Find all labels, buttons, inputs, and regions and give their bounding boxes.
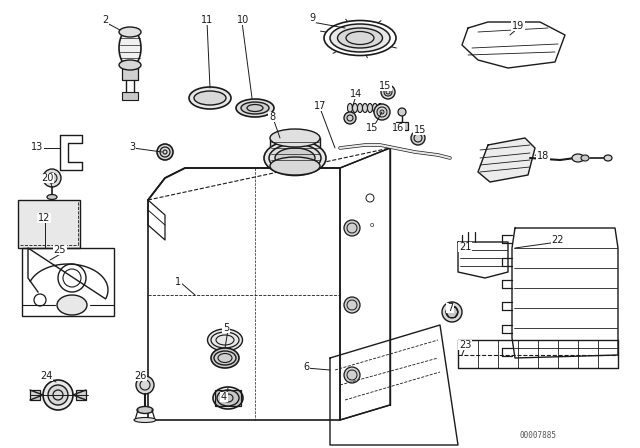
- Ellipse shape: [134, 418, 156, 422]
- Text: o: o: [370, 222, 374, 228]
- Ellipse shape: [194, 91, 226, 105]
- Ellipse shape: [362, 103, 367, 112]
- Ellipse shape: [572, 154, 584, 162]
- Ellipse shape: [378, 103, 383, 112]
- Ellipse shape: [367, 103, 372, 112]
- Text: 8: 8: [269, 112, 275, 122]
- Text: 15: 15: [366, 123, 378, 133]
- Text: 1: 1: [175, 277, 181, 287]
- Ellipse shape: [47, 194, 57, 199]
- Text: 25: 25: [54, 245, 67, 255]
- Ellipse shape: [337, 28, 383, 48]
- Bar: [396, 122, 408, 130]
- Circle shape: [442, 302, 462, 322]
- Bar: [270, 138, 320, 166]
- Ellipse shape: [353, 103, 358, 112]
- Text: 7: 7: [447, 303, 453, 313]
- Text: 19: 19: [512, 21, 524, 31]
- Circle shape: [374, 104, 390, 120]
- Bar: [122, 68, 138, 80]
- Ellipse shape: [189, 87, 231, 109]
- Ellipse shape: [372, 103, 378, 112]
- Bar: [76, 390, 86, 400]
- Circle shape: [43, 169, 61, 187]
- Ellipse shape: [137, 406, 153, 414]
- Ellipse shape: [236, 99, 274, 117]
- Bar: [30, 390, 40, 400]
- Ellipse shape: [211, 348, 239, 368]
- Text: 26: 26: [134, 371, 146, 381]
- Ellipse shape: [581, 155, 589, 161]
- Text: 4: 4: [221, 392, 227, 402]
- Circle shape: [344, 367, 360, 383]
- Text: 13: 13: [31, 142, 43, 152]
- Text: 14: 14: [350, 89, 362, 99]
- Circle shape: [381, 85, 395, 99]
- Text: 15: 15: [379, 81, 391, 91]
- Ellipse shape: [264, 141, 326, 176]
- Ellipse shape: [119, 27, 141, 37]
- Circle shape: [446, 306, 458, 318]
- Text: 15: 15: [414, 125, 426, 135]
- Polygon shape: [478, 138, 535, 182]
- Text: 10: 10: [237, 15, 249, 25]
- Text: 11: 11: [201, 15, 213, 25]
- Ellipse shape: [57, 295, 87, 315]
- Text: 17: 17: [314, 101, 326, 111]
- Ellipse shape: [119, 29, 141, 67]
- Ellipse shape: [119, 60, 141, 70]
- Text: 18: 18: [537, 151, 549, 161]
- Circle shape: [411, 131, 425, 145]
- Text: 23: 23: [459, 340, 471, 350]
- Ellipse shape: [241, 102, 269, 114]
- Bar: [22, 248, 114, 316]
- Text: 12: 12: [38, 213, 50, 223]
- Text: 2: 2: [102, 15, 108, 25]
- Ellipse shape: [270, 157, 320, 175]
- Text: 6: 6: [303, 362, 309, 372]
- Text: 9: 9: [309, 13, 315, 23]
- Ellipse shape: [330, 24, 390, 52]
- Text: 00007885: 00007885: [520, 431, 557, 439]
- Circle shape: [47, 173, 57, 183]
- Text: 21: 21: [459, 242, 471, 252]
- Bar: [18, 200, 80, 248]
- Circle shape: [344, 112, 356, 124]
- Ellipse shape: [207, 329, 243, 351]
- Text: 5: 5: [223, 323, 229, 333]
- Bar: [215, 390, 241, 406]
- Bar: [122, 92, 138, 100]
- Ellipse shape: [275, 148, 315, 168]
- Ellipse shape: [358, 103, 362, 112]
- Ellipse shape: [604, 155, 612, 161]
- Text: 24: 24: [40, 371, 52, 381]
- Circle shape: [136, 376, 154, 394]
- Text: 20: 20: [41, 173, 53, 183]
- Circle shape: [398, 108, 406, 116]
- Circle shape: [43, 380, 73, 410]
- Circle shape: [48, 385, 68, 405]
- Ellipse shape: [269, 144, 321, 172]
- Text: 16: 16: [392, 123, 404, 133]
- Ellipse shape: [270, 129, 320, 147]
- Circle shape: [157, 144, 173, 160]
- Ellipse shape: [348, 103, 353, 112]
- Circle shape: [344, 220, 360, 236]
- Circle shape: [344, 297, 360, 313]
- Text: 22: 22: [552, 235, 564, 245]
- Text: 3: 3: [129, 142, 135, 152]
